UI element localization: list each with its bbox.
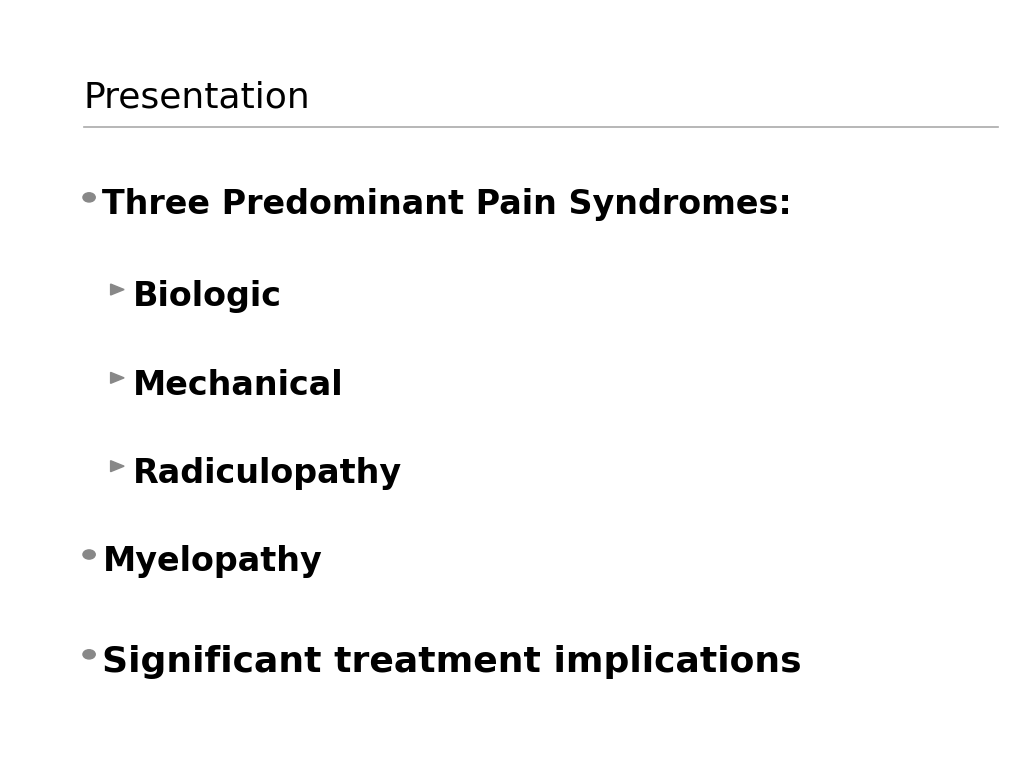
Text: Biologic: Biologic — [133, 280, 283, 313]
Text: Radiculopathy: Radiculopathy — [133, 457, 402, 490]
Text: Presentation: Presentation — [84, 81, 310, 114]
Text: Significant treatment implications: Significant treatment implications — [102, 645, 802, 679]
Text: Three Predominant Pain Syndromes:: Three Predominant Pain Syndromes: — [102, 188, 793, 221]
Text: Mechanical: Mechanical — [133, 369, 344, 402]
Text: Myelopathy: Myelopathy — [102, 545, 323, 578]
